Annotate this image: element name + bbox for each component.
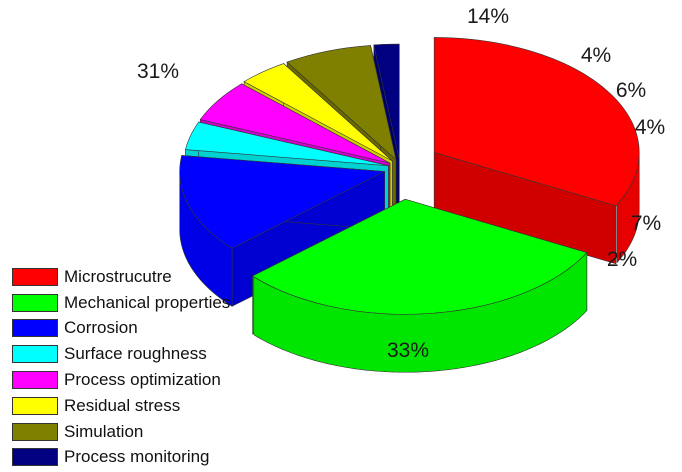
legend-item: Simulation [12,419,230,445]
pie-value-labels: 33%31%14%4%6%4%7%2% [137,5,665,362]
legend-label: Residual stress [64,395,181,415]
legend-item: Corrosion [12,316,230,342]
legend-item: Residual stress [12,393,230,419]
slice-value-label: 4% [635,116,665,139]
legend-item: Process optimization [12,367,230,393]
legend-swatch [12,371,58,390]
pie-slice-process-monitoring [373,43,400,160]
slice-value-label: 4% [581,44,611,67]
legend-label: Process optimization [64,370,221,390]
legend-swatch [12,345,58,364]
legend-label: Surface roughness [64,344,207,364]
pie-slice-process-optimization [199,83,391,164]
legend-label: Mechanical properties [64,292,231,312]
legend: Microstrucutre Mechanical properties Corro… [12,264,230,470]
legend-label: Process monitoring [64,447,210,467]
legend-label: Microstrucutre [64,266,172,286]
pie-tops [179,37,640,315]
pie-slice-corrosion [179,155,386,249]
legend-label: Simulation [64,421,144,441]
legend-swatch [12,422,58,441]
legend-item: Process monitoring [12,445,230,471]
legend-item: Mechanical properties [12,290,230,316]
legend-item: Microstrucutre [12,264,230,290]
legend-swatch [12,267,58,286]
legend-item: Surface roughness [12,341,230,367]
slice-value-label: 2% [607,248,637,271]
pie-slice-microstrucutre [433,37,640,207]
pie-slice-residual-stress [243,63,393,162]
legend-swatch [12,293,58,312]
slice-value-label: 33% [387,339,429,362]
pie-slice-mechanical-properties [251,198,588,315]
legend-swatch [12,448,58,467]
legend-label: Corrosion [64,318,138,338]
legend-swatch [12,319,58,338]
pie-slice-surface-roughness [185,121,389,166]
slice-value-label: 6% [616,79,646,102]
legend-swatch [12,396,58,415]
slice-value-label: 14% [467,5,509,28]
slice-value-label: 7% [631,212,661,235]
slice-value-label: 31% [137,60,179,83]
pie-slice-simulation [286,45,397,161]
